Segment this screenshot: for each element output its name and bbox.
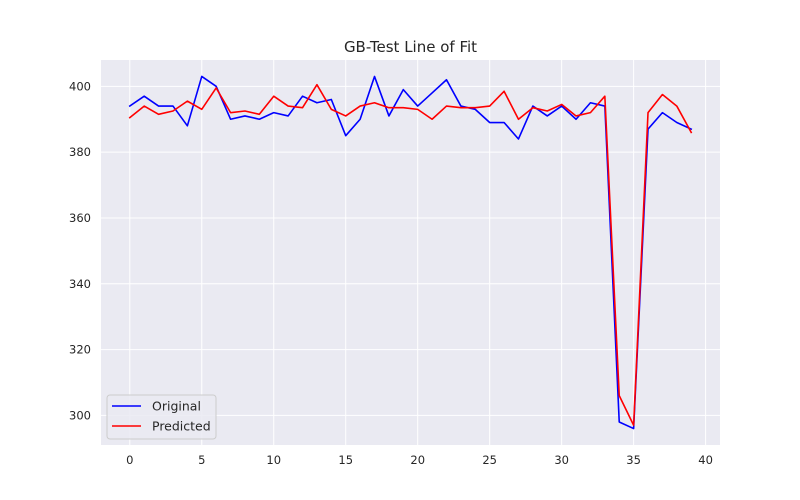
legend-label-predicted: Predicted [152,419,211,434]
legend: Original Predicted [106,394,217,440]
y-tick-label: 360 [69,211,91,225]
x-tick-label: 20 [410,453,425,467]
y-tick-label: 400 [69,79,91,93]
legend-label-original: Original [152,399,201,414]
y-axis-ticks: 300 320 340 360 380 400 [69,79,91,422]
y-tick-label: 380 [69,145,91,159]
series-line-predicted [128,83,693,427]
y-tick-label: 320 [69,343,91,357]
plot-area [101,60,720,445]
x-tick-label: 0 [126,453,133,467]
y-tick-label: 300 [69,408,91,422]
x-tick-label: 25 [482,453,497,467]
x-tick-label: 40 [698,453,713,467]
x-axis-ticks: 0 5 10 15 20 25 30 35 40 [126,453,713,467]
x-tick-label: 30 [554,453,569,467]
chart-title: GB-Test Line of Fit [344,38,477,56]
x-tick-label: 5 [198,453,205,467]
x-tick-label: 35 [626,453,641,467]
x-tick-label: 10 [266,453,281,467]
y-tick-label: 340 [69,277,91,291]
series-layer [128,75,693,430]
x-tick-label: 15 [338,453,353,467]
grid [101,60,720,445]
